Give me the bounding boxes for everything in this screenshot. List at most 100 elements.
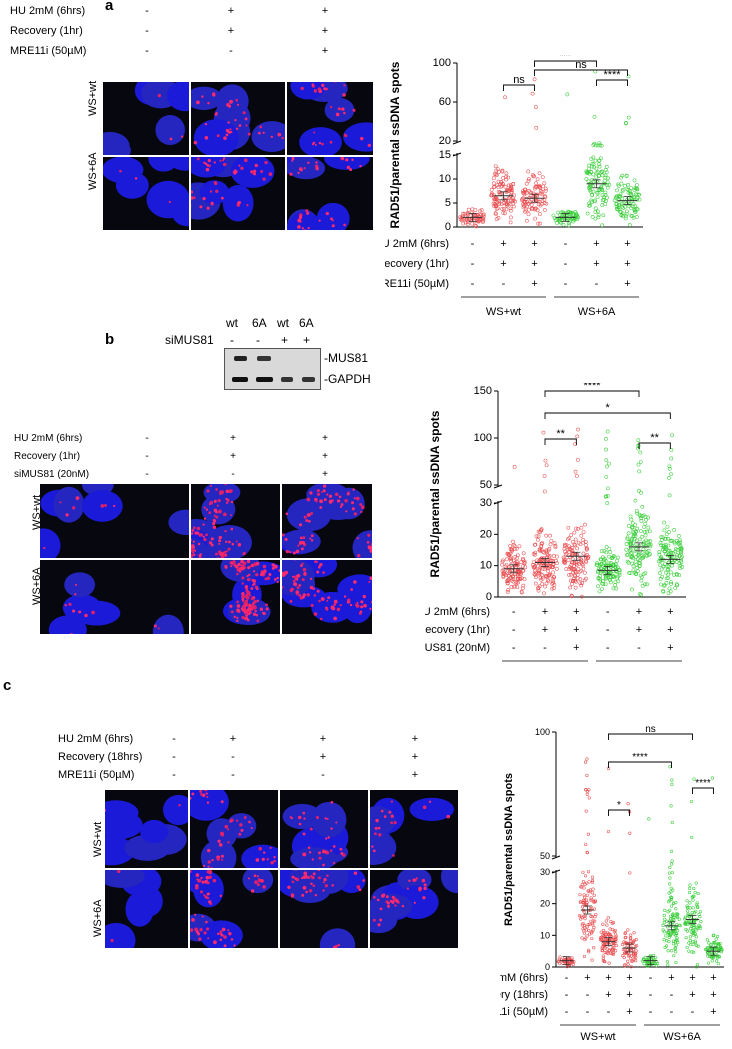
data-point xyxy=(501,182,505,187)
data-point xyxy=(662,583,666,588)
data-point xyxy=(554,558,558,563)
rad51-focus xyxy=(253,600,257,604)
rad51-focus xyxy=(369,607,372,610)
data-point xyxy=(712,940,717,945)
condition-symbol: - xyxy=(564,278,568,290)
data-point xyxy=(595,561,599,566)
rad51-focus xyxy=(255,613,259,617)
rad51-focus xyxy=(342,93,346,97)
data-point xyxy=(603,175,608,180)
rad51-focus xyxy=(266,857,270,861)
data-point xyxy=(622,955,626,960)
nucleus xyxy=(191,86,223,111)
rad51-focus xyxy=(374,832,377,836)
rad51-focus xyxy=(225,497,228,501)
rad51-focus xyxy=(230,514,233,517)
data-point xyxy=(596,190,601,195)
data-point xyxy=(506,175,511,180)
data-point xyxy=(623,120,628,125)
data-point xyxy=(626,182,630,187)
rad51-focus xyxy=(325,837,328,840)
rad51-focus xyxy=(394,904,397,907)
panel-c-label: c xyxy=(3,677,12,694)
rad51-focus xyxy=(201,95,204,98)
rad51-focus xyxy=(353,497,356,500)
data-point xyxy=(662,920,666,925)
rad51-focus xyxy=(204,790,208,792)
data-point xyxy=(546,579,551,584)
rad51-focus xyxy=(212,878,217,883)
condition-symbol: - xyxy=(471,238,475,250)
nucleus xyxy=(290,82,326,100)
rad51-focus xyxy=(229,489,233,493)
data-point xyxy=(584,169,589,174)
data-point xyxy=(669,890,673,894)
data-point xyxy=(607,949,611,953)
data-point xyxy=(641,957,646,961)
rad51-focus xyxy=(236,600,239,604)
data-point xyxy=(526,212,531,217)
data-point xyxy=(679,556,684,561)
data-point xyxy=(644,529,649,534)
data-point xyxy=(697,923,701,927)
rad51-focus xyxy=(225,128,230,133)
data-point xyxy=(632,931,636,935)
data-point xyxy=(572,960,576,964)
data-point xyxy=(637,469,642,474)
rad51-focus xyxy=(198,554,201,557)
data-point xyxy=(662,930,666,934)
data-point xyxy=(498,182,503,186)
data-point xyxy=(669,914,673,918)
rad51-focus xyxy=(222,162,227,167)
data-point xyxy=(674,582,679,587)
data-point xyxy=(640,575,644,580)
data-point xyxy=(630,561,634,566)
rad51-focus xyxy=(203,506,206,509)
rad51-focus xyxy=(374,826,378,830)
data-point xyxy=(614,934,618,938)
y-tick-label: 10 xyxy=(540,930,550,940)
data-point xyxy=(623,931,627,935)
rad51-focus xyxy=(314,143,317,146)
micrograph-tile xyxy=(40,484,189,558)
rad51-focus xyxy=(302,852,307,857)
rad51-focus xyxy=(390,814,394,818)
data-point xyxy=(627,571,632,575)
blot-sirna-symbol: + xyxy=(281,333,289,347)
data-point xyxy=(643,533,648,538)
rad51-focus xyxy=(204,162,208,166)
data-point xyxy=(509,555,513,560)
data-point xyxy=(588,185,593,190)
micrograph-tile xyxy=(190,790,278,868)
data-point xyxy=(678,540,683,545)
rad51-focus xyxy=(244,815,247,819)
rad51-focus xyxy=(248,820,251,824)
condition-symbol: - xyxy=(231,751,235,763)
y-tick-label: 30 xyxy=(540,867,550,877)
rad51-focus xyxy=(260,170,264,173)
data-point xyxy=(692,886,696,891)
data-point xyxy=(628,571,633,575)
micrograph-tile xyxy=(370,870,458,948)
rad51-focus xyxy=(191,538,192,542)
data-point xyxy=(503,564,508,569)
data-point xyxy=(589,198,594,203)
data-point xyxy=(579,885,583,889)
y-tick-label: 60 xyxy=(439,96,451,108)
rad51-focus xyxy=(236,567,240,571)
data-point xyxy=(523,200,528,204)
rad51-focus xyxy=(339,847,343,851)
data-point xyxy=(605,429,610,434)
rad51-focus xyxy=(266,576,271,581)
data-point xyxy=(670,896,674,900)
rad51-focus xyxy=(206,892,210,896)
nucleus xyxy=(105,800,139,826)
data-point xyxy=(657,550,662,554)
data-point xyxy=(670,859,674,863)
micrograph-tile xyxy=(191,484,280,558)
rad51-focus xyxy=(192,553,196,557)
data-point xyxy=(540,199,545,203)
rad51-focus xyxy=(297,171,300,175)
rad51-focus xyxy=(362,879,365,882)
rad51-focus xyxy=(376,898,380,902)
